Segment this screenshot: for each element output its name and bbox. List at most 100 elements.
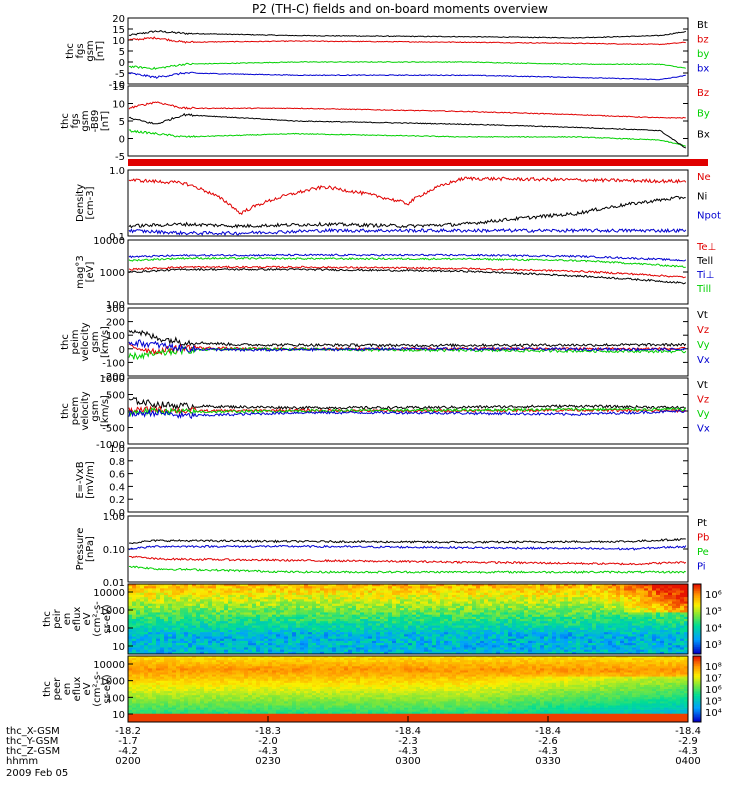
heat-cell [432, 590, 437, 594]
heat-cell [244, 599, 249, 602]
heat-cell [464, 586, 469, 589]
heat-cell [276, 616, 281, 620]
heat-cell [320, 621, 325, 624]
heat-cell [420, 603, 425, 607]
heat-cell [280, 658, 285, 661]
heat-cell [412, 656, 417, 659]
heat-cell [652, 612, 657, 615]
heat-cell [556, 586, 561, 589]
heat-cell [604, 640, 609, 644]
heat-cell [640, 601, 645, 604]
heat-cell [420, 601, 425, 604]
heat-cell [176, 590, 181, 594]
heat-cell [540, 616, 545, 620]
heat-cell [500, 584, 505, 587]
heat-cell [208, 638, 213, 642]
heat-cell [228, 603, 233, 607]
heat-cell [592, 656, 597, 659]
heat-cell [632, 636, 637, 639]
heat-cell [564, 594, 569, 598]
heat-cell [412, 601, 417, 604]
heat-cell [420, 586, 425, 589]
heat-cell [356, 605, 361, 609]
heat-cell [476, 658, 481, 661]
heat-cell [396, 597, 401, 600]
heat-cell [448, 645, 453, 648]
heat-cell [492, 656, 497, 659]
heat-cell [200, 616, 205, 620]
heat-cell [372, 636, 377, 639]
heat-cell [508, 603, 513, 607]
heat-cell [532, 612, 537, 615]
heat-cell [412, 619, 417, 622]
heat-cell [664, 592, 669, 596]
heat-cell [576, 656, 581, 659]
heat-cell [656, 623, 661, 626]
heat-cell [344, 592, 349, 596]
heat-cell [296, 608, 301, 611]
panel-e-field: E=-VxB[mV/m] [75, 447, 689, 513]
heat-cell [576, 584, 581, 587]
heat-cell [184, 627, 189, 631]
heat-cell [332, 584, 337, 587]
heat-cell [628, 649, 633, 653]
heat-cell [444, 627, 449, 631]
heat-cell [388, 610, 393, 613]
heat-cell [160, 636, 165, 639]
heat-cell [520, 649, 525, 653]
heat-cell [508, 586, 513, 589]
heat-cell [460, 586, 465, 589]
heat-cell [656, 590, 661, 594]
heat-cell [320, 616, 325, 620]
heat-cell [464, 597, 469, 600]
heat-cell [312, 645, 317, 648]
heat-cell [148, 590, 153, 594]
heat-cell [228, 608, 233, 611]
heat-cell [516, 594, 521, 598]
heat-cell [512, 603, 517, 607]
heat-cell [264, 636, 269, 639]
heat-cell [136, 590, 141, 594]
heat-cell [136, 605, 141, 609]
heat-cell [140, 647, 145, 650]
heat-cell [552, 623, 557, 626]
heat-cell [380, 616, 385, 620]
heat-cell [604, 623, 609, 626]
heat-cell [132, 619, 137, 622]
heat-cell [636, 588, 641, 591]
heat-cell [504, 603, 509, 607]
heat-cell [640, 588, 645, 591]
heat-cell [588, 619, 593, 622]
heat-cell [644, 640, 649, 644]
heat-cell [212, 612, 217, 615]
heat-cell [536, 619, 541, 622]
heat-cell [212, 594, 217, 598]
heat-cell [460, 597, 465, 600]
heat-cell [208, 599, 213, 602]
heat-cell [284, 634, 289, 637]
heat-cell [476, 605, 481, 609]
colorbar-cell [693, 608, 701, 611]
heat-cell [540, 619, 545, 622]
heat-cell [388, 588, 393, 591]
heat-cell [616, 619, 621, 622]
heat-cell [532, 608, 537, 611]
heat-cell [312, 597, 317, 600]
heat-cell [356, 623, 361, 626]
heat-cell [140, 605, 145, 609]
heat-cell [356, 610, 361, 613]
heat-cell [568, 649, 573, 653]
heat-cell [348, 619, 353, 622]
heat-cell [348, 603, 353, 607]
heat-cell [516, 597, 521, 600]
heat-cell [600, 599, 605, 602]
heat-cell [524, 643, 529, 646]
heat-cell [360, 614, 365, 618]
heat-cell [680, 649, 685, 653]
heat-cell [244, 649, 249, 653]
heat-cell [644, 612, 649, 615]
heat-cell [316, 658, 321, 661]
heat-cell [128, 614, 133, 618]
heat-cell [228, 640, 233, 644]
heat-cell [264, 629, 269, 633]
